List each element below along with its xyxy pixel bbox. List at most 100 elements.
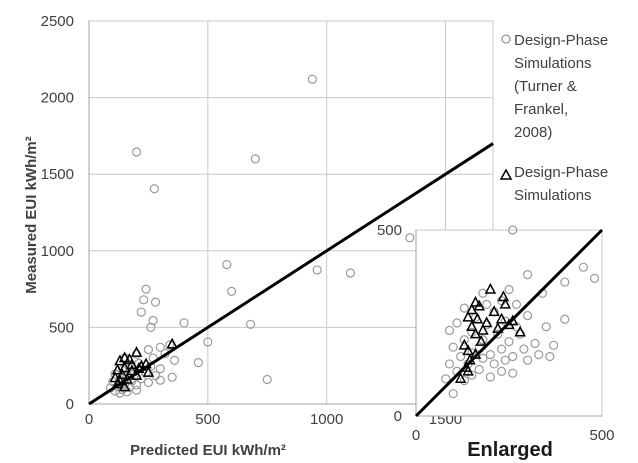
- data-point-circle: [452, 318, 462, 328]
- data-point-triangle: [462, 344, 474, 356]
- data-point-triangle: [488, 305, 500, 317]
- data-point-triangle: [466, 320, 478, 331]
- data-point-triangle: [466, 303, 478, 315]
- x-tick-label: 1000: [310, 411, 343, 428]
- data-point-circle: [146, 322, 156, 332]
- data-point-triangle: [454, 372, 467, 384]
- data-point-circle: [545, 351, 555, 362]
- data-point-circle: [504, 337, 514, 347]
- data-point-circle: [541, 322, 551, 332]
- data-point-circle: [511, 299, 522, 309]
- legend-triangle-marker: [499, 168, 513, 180]
- data-point-triangle: [473, 299, 485, 311]
- data-point-triangle: [458, 338, 471, 350]
- y-tick-label: 1000: [41, 243, 74, 260]
- data-point-circle: [441, 374, 451, 384]
- x-tick-label: 0: [412, 427, 420, 444]
- data-point-circle: [155, 375, 165, 385]
- y-tick-label: 1500: [41, 166, 74, 183]
- data-point-circle: [141, 284, 151, 294]
- y-tick-label: 2000: [41, 90, 74, 107]
- data-point-circle: [485, 372, 495, 382]
- data-point-circle: [246, 319, 256, 329]
- data-point-circle: [504, 284, 514, 295]
- data-point-circle: [489, 359, 499, 369]
- y-tick-label: 500: [49, 319, 74, 336]
- x-tick-label: 0: [85, 411, 93, 428]
- data-point-triangle: [514, 325, 526, 337]
- data-point-triangle: [130, 346, 143, 357]
- x-tick-label: 500: [589, 427, 614, 444]
- data-point-triangle: [495, 312, 508, 324]
- data-point-circle: [150, 297, 161, 307]
- data-point-circle: [143, 377, 154, 388]
- data-point-circle: [155, 364, 165, 374]
- data-point-circle: [167, 372, 177, 382]
- data-point-triangle: [499, 297, 512, 309]
- data-point-triangle: [118, 361, 131, 373]
- data-point-triangle: [126, 358, 138, 370]
- data-point-circle: [482, 299, 492, 309]
- data-point-circle: [508, 351, 518, 362]
- data-point-circle: [250, 154, 260, 164]
- data-point-triangle: [462, 310, 474, 322]
- y-axis-label: Measured EUI kWh/m²: [23, 136, 40, 294]
- data-point-circle: [312, 265, 322, 275]
- data-point-circle: [496, 344, 507, 354]
- inset-reference-line: [414, 228, 604, 418]
- inset-scatter-plot: 0 500 0 500 Enlarged: [377, 222, 615, 461]
- data-point-circle: [459, 376, 469, 386]
- legend-circle-marker: [501, 34, 511, 44]
- data-point-triangle: [114, 354, 126, 366]
- data-point-circle: [179, 318, 189, 328]
- y-tick-label: 500: [377, 222, 402, 239]
- inset-title: Enlarged: [467, 439, 553, 461]
- data-point-circle: [155, 342, 165, 352]
- data-point-triangle: [497, 290, 510, 302]
- y-tick-label: 2500: [41, 13, 74, 30]
- data-point-circle: [549, 340, 559, 350]
- data-point-circle: [203, 337, 213, 347]
- data-point-circle: [136, 307, 146, 317]
- data-point-circle: [149, 184, 159, 194]
- data-point-circle: [522, 270, 533, 280]
- data-point-triangle: [126, 364, 138, 376]
- data-point-circle: [496, 366, 507, 376]
- data-point-circle: [448, 342, 458, 352]
- data-point-circle: [459, 303, 469, 313]
- x-tick-label: 500: [195, 411, 220, 428]
- data-point-triangle: [142, 365, 155, 377]
- data-point-circle: [222, 259, 232, 270]
- data-point-triangle: [116, 368, 129, 380]
- legend-label-turner-frankel: Design-Phase Simulations (Turner & Frankel,…: [514, 32, 608, 141]
- data-point-triangle: [109, 371, 121, 383]
- data-point-circle: [485, 350, 495, 360]
- data-point-circle: [405, 233, 415, 243]
- data-point-circle: [530, 338, 540, 349]
- data-point-triangle: [469, 327, 482, 339]
- data-point-circle: [444, 359, 455, 369]
- data-point-circle: [534, 350, 544, 360]
- main-reference-line: [88, 142, 494, 406]
- data-point-circle: [169, 355, 180, 365]
- data-point-circle: [519, 344, 529, 354]
- data-point-triangle: [471, 312, 484, 324]
- data-point-circle: [131, 385, 142, 395]
- legend: Design-Phase Simulations (Turner & Frankel,…: [499, 32, 608, 204]
- data-point-triangle: [462, 364, 474, 376]
- data-point-circle: [226, 286, 237, 296]
- data-point-circle: [444, 325, 455, 336]
- data-point-circle: [262, 374, 272, 385]
- y-tick-label: 0: [394, 408, 402, 425]
- data-point-circle: [115, 388, 125, 398]
- inset-tick-labels: 0 500 0 500: [377, 222, 615, 444]
- data-point-triangle: [111, 363, 124, 375]
- data-point-circle: [165, 340, 175, 350]
- data-point-circle: [448, 389, 458, 399]
- data-point-circle: [578, 262, 589, 272]
- data-point-circle: [459, 335, 469, 345]
- data-point-circle: [560, 277, 570, 287]
